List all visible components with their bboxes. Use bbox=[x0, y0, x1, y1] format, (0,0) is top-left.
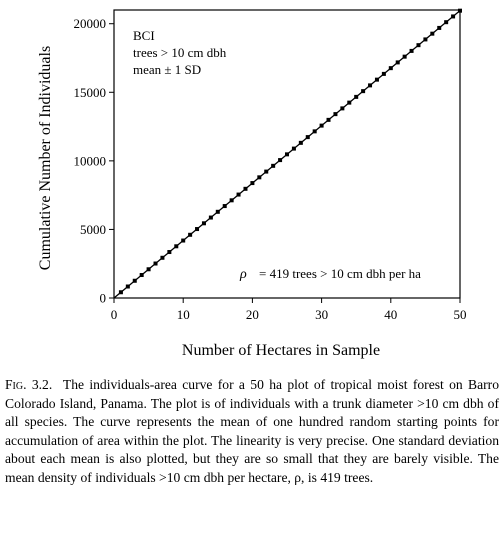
data-point-marker bbox=[236, 192, 241, 197]
data-point-marker bbox=[340, 106, 345, 111]
data-point-marker bbox=[430, 31, 435, 36]
data-point-marker bbox=[333, 112, 338, 117]
data-point-marker bbox=[188, 232, 193, 237]
data-point-marker bbox=[125, 284, 130, 289]
data-point-marker bbox=[195, 227, 200, 232]
data-point-marker bbox=[361, 89, 366, 94]
x-tick-label: 0 bbox=[111, 307, 118, 322]
y-tick-label: 0 bbox=[100, 291, 107, 306]
x-tick-label: 20 bbox=[246, 307, 259, 322]
data-point-marker bbox=[229, 198, 234, 203]
data-point-marker bbox=[409, 48, 414, 53]
data-point-marker bbox=[291, 146, 296, 151]
data-point-marker bbox=[374, 77, 379, 82]
data-point-marker bbox=[298, 140, 303, 145]
data-point-marker bbox=[160, 255, 165, 260]
y-tick-label: 5000 bbox=[80, 222, 106, 237]
data-point-marker bbox=[243, 186, 248, 191]
x-tick-label: 30 bbox=[315, 307, 328, 322]
data-point-marker bbox=[153, 261, 158, 266]
inset-label-statistic: mean ± 1 SD bbox=[133, 62, 201, 77]
data-point-marker bbox=[312, 129, 317, 134]
data-point-marker bbox=[146, 267, 151, 272]
data-point-marker bbox=[139, 273, 144, 278]
x-tick-label: 10 bbox=[177, 307, 190, 322]
data-point-marker bbox=[132, 278, 137, 283]
data-point-marker bbox=[347, 100, 352, 105]
x-tick-label: 50 bbox=[454, 307, 467, 322]
data-point-marker bbox=[278, 158, 283, 163]
data-point-marker bbox=[271, 163, 276, 168]
data-point-marker bbox=[458, 8, 462, 13]
data-point-marker bbox=[402, 54, 407, 59]
data-point-marker bbox=[181, 238, 186, 243]
y-axis-label: Cumulative Number of Individuals bbox=[37, 46, 54, 270]
y-tick-label: 20000 bbox=[74, 16, 107, 31]
data-point-marker bbox=[451, 14, 456, 19]
data-point-marker bbox=[305, 135, 310, 140]
data-point-marker bbox=[319, 123, 324, 128]
data-point-marker bbox=[437, 25, 442, 30]
data-point-marker bbox=[215, 209, 220, 214]
x-tick-label: 40 bbox=[384, 307, 397, 322]
data-point-marker bbox=[167, 250, 172, 255]
data-point-marker bbox=[416, 43, 421, 48]
data-point-marker bbox=[222, 204, 227, 209]
data-point-marker bbox=[174, 244, 179, 249]
data-point-marker bbox=[250, 181, 255, 186]
inset-label-size-class: trees > 10 cm dbh bbox=[133, 45, 227, 60]
data-point-marker bbox=[354, 94, 359, 99]
axis-ticks: 0 10 20 30 40 50 0 5000 10000 15000 20000 bbox=[74, 16, 467, 322]
plot-axes bbox=[113, 9, 461, 299]
figure-caption: Fig. 3.2. The individuals-area curve for… bbox=[5, 376, 499, 488]
data-point-marker bbox=[201, 221, 206, 226]
data-point-marker bbox=[444, 20, 449, 25]
individuals-area-chart: 0 10 20 30 40 50 0 5000 10000 15000 20000 BCI tree… bbox=[37, 8, 467, 359]
data-point-marker bbox=[285, 152, 289, 157]
data-point-marker bbox=[257, 175, 262, 180]
inset-label-site: BCI bbox=[133, 28, 155, 43]
caption-text: The individuals-area curve for a 50 ha p… bbox=[5, 377, 499, 485]
data-point-marker bbox=[381, 71, 386, 76]
data-point-marker bbox=[118, 290, 123, 295]
y-tick-label: 10000 bbox=[74, 153, 107, 168]
data-point-marker bbox=[326, 117, 331, 122]
data-point-marker bbox=[264, 169, 269, 174]
figure-number: Fig. 3.2. bbox=[5, 377, 53, 392]
density-symbol: ρ bbox=[239, 267, 247, 282]
y-tick-label: 15000 bbox=[74, 85, 107, 100]
data-point-marker bbox=[423, 37, 428, 42]
x-axis-label: Number of Hectares in Sample bbox=[182, 342, 380, 359]
density-annotation: = 419 trees > 10 cm dbh per ha bbox=[259, 266, 421, 281]
plot-frame bbox=[113, 9, 461, 299]
data-point-marker bbox=[395, 60, 400, 65]
data-point-marker bbox=[388, 66, 393, 71]
data-point-marker bbox=[368, 83, 373, 88]
data-series bbox=[113, 8, 462, 299]
data-point-marker bbox=[208, 215, 213, 220]
